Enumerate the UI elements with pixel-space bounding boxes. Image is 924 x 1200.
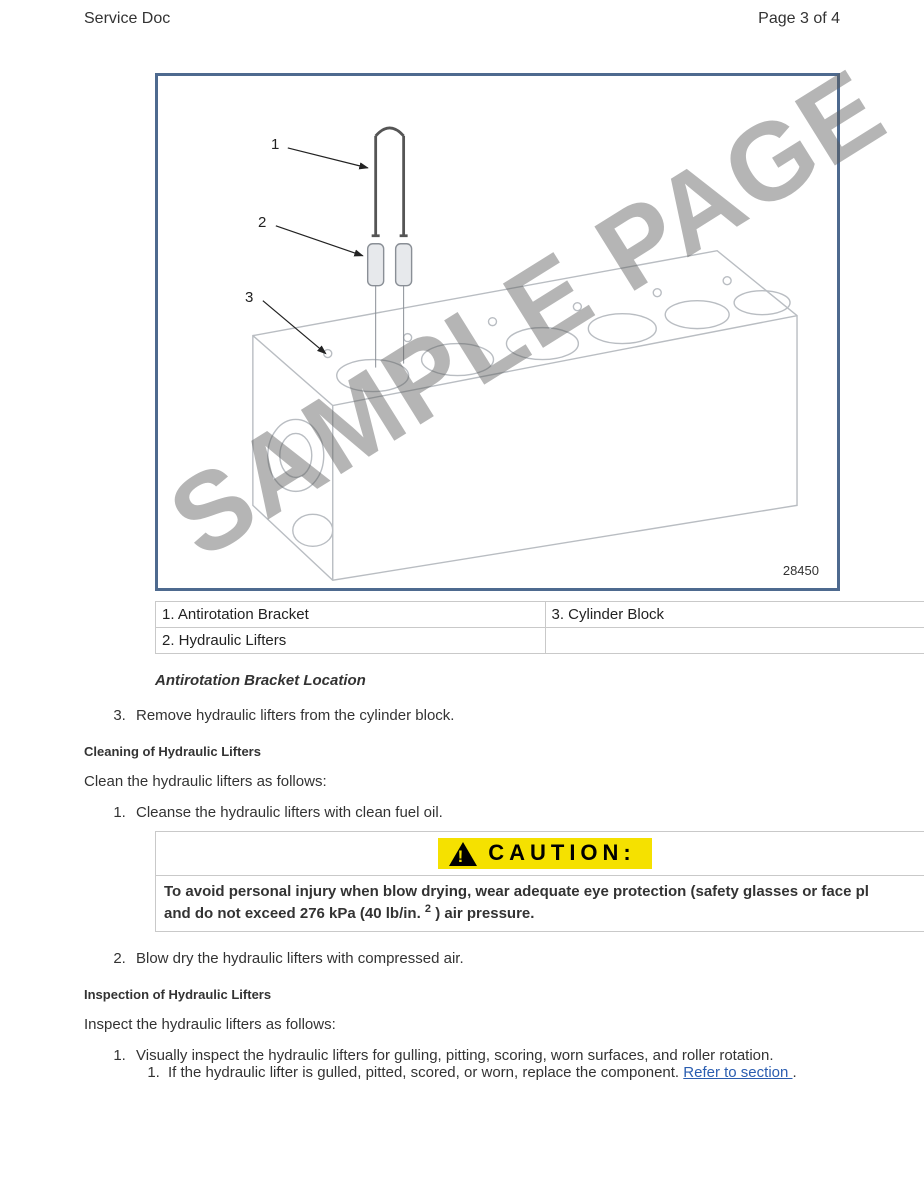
refer-link[interactable]: Refer to section xyxy=(683,1064,792,1081)
list-item: Blow dry the hydraulic lifters with comp… xyxy=(130,950,840,967)
figure-frame: 1 2 3 28450 xyxy=(155,73,840,591)
callout-1: 1 xyxy=(271,136,279,153)
cell: 1. Antirotation Bracket xyxy=(156,602,546,628)
list-item: If the hydraulic lifter is gulled, pitte… xyxy=(164,1064,840,1081)
removal-steps: Remove hydraulic lifters from the cylind… xyxy=(110,707,840,724)
inspection-substeps: If the hydraulic lifter is gulled, pitte… xyxy=(164,1064,840,1081)
parts-legend-table: 1. Antirotation Bracket 3. Cylinder Bloc… xyxy=(155,601,924,654)
list-item: Remove hydraulic lifters from the cylind… xyxy=(130,707,840,724)
doc-title: Service Doc xyxy=(84,10,170,28)
caution-box: ! CAUTION: To avoid personal injury when… xyxy=(155,831,924,932)
figure-ref-number: 28450 xyxy=(783,563,819,578)
cell xyxy=(545,628,924,654)
svg-text:!: ! xyxy=(458,847,469,866)
caution-text-2b: ) air pressure. xyxy=(431,905,534,922)
table-row: 1. Antirotation Bracket 3. Cylinder Bloc… xyxy=(156,602,924,628)
cell: 3. Cylinder Block xyxy=(545,602,924,628)
cleaning-intro: Clean the hydraulic lifters as follows: xyxy=(84,773,840,790)
caution-banner: ! CAUTION: xyxy=(438,838,652,869)
caution-text-1: To avoid personal injury when blow dryin… xyxy=(164,883,869,900)
inspection-intro: Inspect the hydraulic lifters as follows… xyxy=(84,1016,840,1033)
list-item: Visually inspect the hydraulic lifters f… xyxy=(130,1047,840,1081)
page-indicator: Page 3 of 4 xyxy=(758,10,840,28)
substep-text-b: . xyxy=(793,1064,797,1081)
callout-3: 3 xyxy=(245,289,253,306)
inspection-step1-text: Visually inspect the hydraulic lifters f… xyxy=(136,1047,774,1064)
caution-text-2a: and do not exceed 276 kPa (40 lb/in. xyxy=(164,905,425,922)
caution-header: ! CAUTION: xyxy=(156,832,924,876)
warning-icon: ! xyxy=(448,841,478,867)
caution-body: To avoid personal injury when blow dryin… xyxy=(156,876,924,932)
table-row: 2. Hydraulic Lifters xyxy=(156,628,924,654)
figure-caption: Antirotation Bracket Location xyxy=(155,672,924,689)
caution-label: CAUTION: xyxy=(488,840,636,865)
cell: 2. Hydraulic Lifters xyxy=(156,628,546,654)
list-item: Cleanse the hydraulic lifters with clean… xyxy=(130,804,840,821)
section-heading-cleaning: Cleaning of Hydraulic Lifters xyxy=(84,744,924,759)
cleaning-steps: Cleanse the hydraulic lifters with clean… xyxy=(110,804,840,821)
section-heading-inspection: Inspection of Hydraulic Lifters xyxy=(84,987,924,1002)
inspection-steps: Visually inspect the hydraulic lifters f… xyxy=(110,1047,840,1081)
engine-diagram xyxy=(158,76,837,587)
substep-text-a: If the hydraulic lifter is gulled, pitte… xyxy=(168,1064,683,1081)
callout-2: 2 xyxy=(258,214,266,231)
cleaning-steps-cont: Blow dry the hydraulic lifters with comp… xyxy=(110,950,840,967)
